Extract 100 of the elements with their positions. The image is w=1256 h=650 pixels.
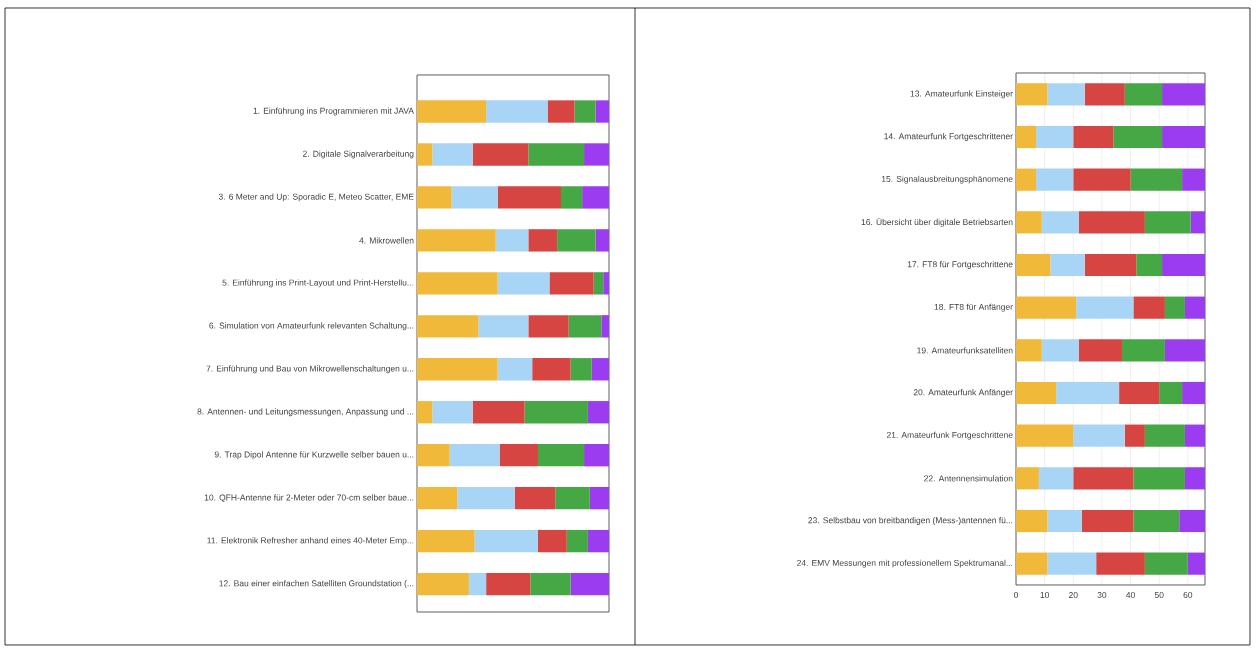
bar	[1016, 424, 1074, 447]
bar	[1016, 467, 1039, 490]
x-tick-label: 50	[1154, 592, 1164, 598]
bar	[432, 401, 473, 424]
bar	[495, 229, 529, 252]
bar	[528, 315, 569, 338]
y-tick-label: 8. Antennen- und Leitungsmessungen, Anpassung und ...	[197, 408, 414, 417]
bar	[1164, 296, 1185, 319]
bar	[587, 401, 610, 424]
bar	[1050, 253, 1085, 277]
bar	[528, 143, 585, 166]
bar	[591, 358, 610, 381]
bar	[1133, 509, 1180, 533]
bar	[584, 444, 610, 467]
bar	[1073, 467, 1134, 490]
bar	[1162, 253, 1206, 277]
bar	[1124, 83, 1163, 106]
bar	[1133, 296, 1165, 319]
bar	[537, 444, 585, 467]
bar	[532, 358, 571, 381]
y-tick-label: 3. 6 Meter and Up: Sporadic E, Meteo Scatter, EME	[218, 193, 414, 202]
bar	[1038, 467, 1074, 490]
y-tick-label: 1. Einführung ins Programmieren mit JAVA	[253, 107, 414, 116]
bar	[486, 100, 548, 123]
bar	[417, 486, 458, 510]
bar	[1016, 125, 1037, 149]
y-tick-label: 21. Amateurfunk Fortgeschrittene	[886, 431, 1013, 440]
bar	[1159, 381, 1183, 405]
bar	[417, 572, 469, 596]
bar	[472, 143, 529, 166]
bar	[1184, 424, 1206, 447]
x-tick-label: 30	[1097, 592, 1107, 598]
bar	[1047, 552, 1097, 575]
bar	[1016, 253, 1051, 277]
bar	[574, 100, 596, 123]
bar	[1016, 296, 1077, 319]
bar	[1016, 211, 1042, 234]
bar	[1073, 168, 1131, 191]
bar	[1079, 211, 1145, 234]
bar	[1182, 381, 1206, 405]
bar	[497, 186, 562, 209]
bar	[593, 272, 604, 295]
bar	[1119, 381, 1160, 405]
y-tick-label: 16. Übersicht über digitale Betriebsarten	[861, 217, 1013, 227]
bar	[1124, 424, 1145, 447]
bar	[1179, 509, 1206, 533]
bar	[561, 186, 583, 209]
bar	[1016, 381, 1057, 405]
bar	[1144, 552, 1188, 575]
bar	[1076, 296, 1134, 319]
x-tick-label: 60	[1183, 592, 1193, 598]
bar	[497, 272, 550, 295]
bar	[547, 100, 575, 123]
bar	[1041, 339, 1080, 362]
bar	[1056, 381, 1120, 405]
bar	[1016, 552, 1048, 575]
y-tick-label: 17. FT8 für Fortgeschrittene	[907, 261, 1013, 269]
bar	[1016, 83, 1048, 106]
y-tick-label: 19. Amateurfunksatelliten	[917, 347, 1013, 354]
bar	[474, 529, 538, 553]
x-tick-label: 0	[1013, 592, 1019, 598]
bar	[582, 186, 610, 209]
bar	[1164, 339, 1206, 362]
bar	[1121, 339, 1165, 362]
bar	[1096, 552, 1145, 575]
bar	[1079, 339, 1122, 362]
x-tick-label: 20	[1069, 592, 1078, 598]
bar	[1184, 467, 1206, 490]
bar	[557, 229, 596, 252]
y-tick-label: 4. Mikrowellen	[359, 237, 414, 244]
bar	[1036, 168, 1074, 191]
bar	[1162, 83, 1206, 106]
bar	[417, 315, 479, 338]
bar	[568, 315, 602, 338]
bar	[486, 572, 531, 596]
bar	[530, 572, 571, 596]
x-tick-label: 10	[1040, 592, 1050, 598]
y-tick-label: 20. Amateurfunk Anfänger	[913, 389, 1013, 397]
bar	[1036, 125, 1074, 149]
bar	[1187, 552, 1206, 575]
bar	[417, 100, 487, 123]
y-tick-label: 13. Amateurfunk Einsteiger	[910, 90, 1013, 99]
bar	[1016, 339, 1042, 362]
bar	[1162, 125, 1206, 149]
y-tick-label: 15. Signalausbreitungsphänomene	[881, 175, 1013, 184]
bar	[589, 486, 610, 510]
bar	[1144, 211, 1191, 234]
y-tick-label: 9. Trap Dipol Antenne für Kurzwelle selber bauen u...	[214, 451, 414, 460]
bar	[478, 315, 529, 338]
bar	[570, 358, 592, 381]
bar	[451, 186, 498, 209]
bar	[417, 444, 450, 467]
x-tick-label: 40	[1126, 592, 1135, 598]
bar	[417, 401, 433, 424]
y-tick-label: 23. Selbstbau von breitbandigen (Mess-)antennen fü...	[808, 517, 1013, 525]
bar	[601, 315, 610, 338]
y-tick-label: 22. Antennensimulation	[924, 475, 1013, 482]
bar	[417, 186, 452, 209]
bar	[1182, 168, 1206, 191]
y-tick-label: 10. QFH-Antenne für 2-Meter oder 70-cm selber baue...	[204, 494, 414, 503]
